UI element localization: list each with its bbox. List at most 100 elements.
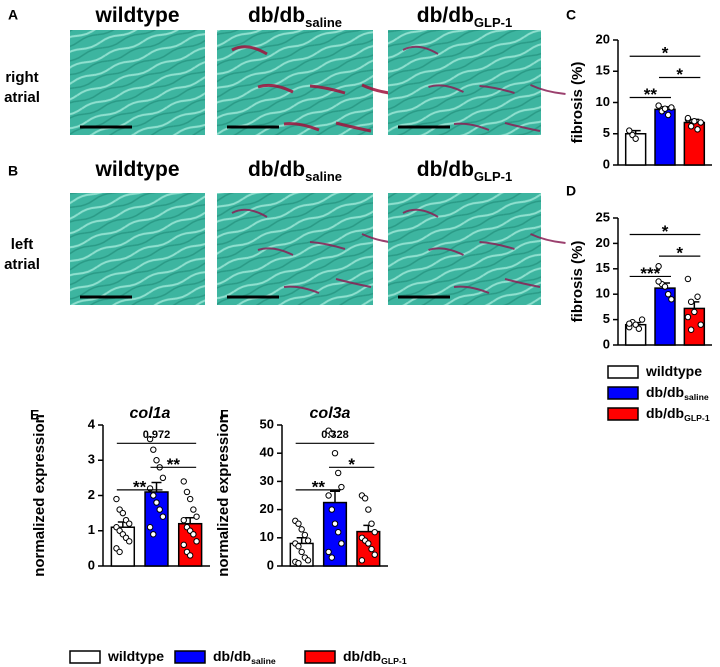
data-point [358, 557, 366, 564]
data-point [668, 296, 675, 303]
collagen-streak [530, 233, 566, 244]
data-point [180, 516, 187, 524]
data-point [371, 528, 378, 536]
collagen-streak [309, 241, 346, 250]
significance-label: * [348, 455, 355, 474]
data-point [150, 531, 157, 538]
data-point [126, 520, 133, 527]
data-point [694, 293, 701, 300]
data-point [304, 557, 312, 564]
data-point [180, 478, 187, 485]
group-subscript: saline [251, 656, 276, 666]
data-point [638, 316, 646, 323]
collagen-streak [402, 208, 439, 218]
data-point [655, 263, 662, 270]
bar [322, 501, 348, 567]
collagen-streak [231, 208, 268, 218]
data-point [298, 526, 305, 533]
significance-label: *** [640, 264, 660, 283]
group-subscript: saline [684, 392, 709, 402]
significance-label: ** [133, 477, 147, 496]
y-axis-label: fibrosis (%) [569, 62, 586, 144]
collagen-streak [428, 84, 464, 93]
y-tick-label: 25 [596, 209, 610, 224]
data-point [365, 540, 372, 547]
y-axis-label: fibrosis (%) [569, 241, 586, 323]
collagen-streak [335, 121, 372, 133]
collagen-streak [335, 278, 372, 288]
y-tick-label: 40 [260, 445, 274, 460]
legend-label: db/dbsaline [646, 384, 709, 403]
significance-label: * [662, 222, 669, 241]
data-point [295, 520, 302, 527]
data-point [365, 506, 372, 513]
data-point [325, 492, 332, 499]
y-tick-label: 10 [596, 286, 610, 301]
group-name: db/db [417, 158, 474, 181]
data-point [335, 528, 342, 536]
data-point [331, 520, 339, 527]
row-label: left [11, 236, 34, 253]
y-tick-label: 30 [260, 473, 274, 488]
group-name: db/db [343, 648, 381, 664]
data-point [687, 326, 695, 333]
column-header: db/dbGLP-1 [417, 4, 513, 30]
group-subscript: GLP-1 [684, 413, 710, 423]
micrograph [70, 193, 205, 305]
data-point [687, 123, 695, 130]
group-subscript: GLP-1 [381, 656, 407, 666]
data-point [193, 513, 200, 520]
significance-label: ** [644, 85, 658, 104]
micrograph [388, 30, 541, 135]
data-point [371, 551, 378, 558]
data-point [328, 430, 335, 437]
y-tick-label: 4 [88, 416, 96, 431]
data-point [687, 298, 695, 306]
y-tick-label: 0 [267, 557, 274, 572]
legend-swatch [607, 407, 639, 421]
legend-label: db/dbGLP-1 [646, 405, 710, 424]
data-point [626, 127, 633, 134]
y-tick-label: 15 [596, 63, 610, 78]
data-point [190, 506, 197, 513]
data-point [331, 450, 339, 457]
data-point [193, 538, 200, 545]
chart-title: col1a [130, 405, 171, 422]
data-point [697, 321, 704, 328]
y-tick-label: 0 [88, 557, 95, 572]
data-point [150, 492, 157, 499]
group-name: db/db [646, 405, 684, 421]
data-point [632, 321, 639, 328]
collagen-streak [283, 122, 320, 132]
data-point [335, 469, 342, 477]
collagen-streak [231, 45, 268, 56]
data-point [368, 520, 375, 527]
panel-label: E [30, 407, 39, 423]
y-tick-label: 10 [596, 94, 610, 109]
panel-label: D [566, 183, 576, 199]
y-tick-label: 20 [596, 31, 610, 46]
group-name: db/db [248, 158, 305, 181]
data-point [655, 102, 662, 109]
data-point [626, 320, 633, 327]
group-subscript: GLP-1 [474, 15, 512, 30]
data-point [186, 495, 194, 503]
collagen-streak [504, 122, 541, 132]
bar [683, 121, 706, 166]
y-tick-label: 20 [260, 501, 274, 516]
collagen-streak [530, 84, 566, 95]
data-point [146, 524, 154, 531]
data-point [126, 538, 133, 545]
group-name: wildtype [645, 363, 702, 379]
legend-swatch [304, 650, 336, 664]
legend-swatch [607, 386, 639, 400]
data-point [691, 118, 698, 125]
collagen-streak [257, 83, 294, 94]
y-tick-label: 0 [603, 336, 610, 351]
data-point [159, 513, 167, 520]
data-point [180, 541, 187, 549]
data-point [304, 537, 312, 544]
significance-label: ** [312, 477, 326, 496]
data-point [655, 278, 662, 285]
data-point [298, 548, 305, 556]
